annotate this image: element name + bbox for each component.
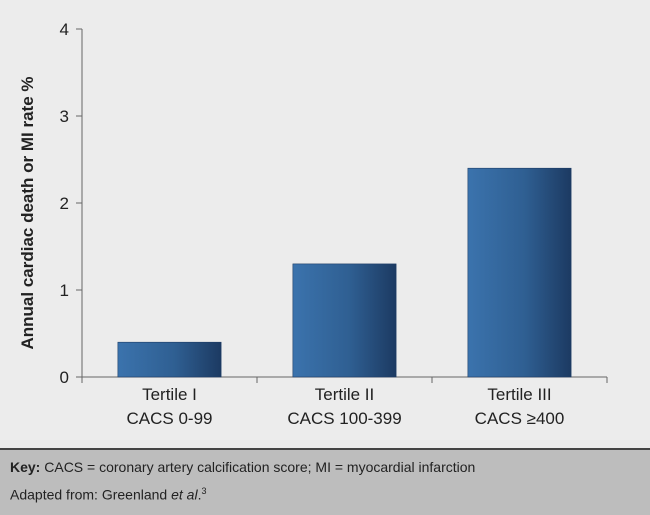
bar-chart: 0 1 2 3 4 Tertile I CACS 0-99 Tertile II CACS 10… — [18, 20, 608, 428]
bars — [117, 167, 572, 378]
bar — [467, 167, 572, 378]
y-tick-label: 3 — [60, 107, 69, 126]
y-axis-label: Annual cardiac death or MI rate % — [18, 76, 37, 349]
x-category-label: Tertile II — [315, 385, 375, 404]
y-tick-label: 0 — [60, 368, 69, 387]
x-category-label: Tertile I — [142, 385, 197, 404]
y-tick-label: 4 — [60, 20, 69, 39]
x-category-label: Tertile III — [487, 385, 551, 404]
source-line: Adapted from: Greenland et al.3 — [10, 486, 206, 503]
source-prefix: Adapted from: Greenland — [10, 486, 172, 503]
x-category-label: CACS 0-99 — [127, 409, 213, 428]
key-line: Key: CACS = coronary artery calcificatio… — [10, 459, 475, 475]
source-suffix: . — [197, 486, 202, 503]
x-category-label: CACS ≥400 — [475, 409, 565, 428]
labels: 0 1 2 3 4 Tertile I CACS 0-99 Tertile II CACS 10… — [18, 20, 564, 428]
y-tick-label: 1 — [60, 281, 69, 300]
source-italic: et al — [171, 486, 198, 503]
bar — [292, 263, 397, 378]
x-category-label: CACS 100-399 — [287, 409, 401, 428]
chart-area: 0 1 2 3 4 Tertile I CACS 0-99 Tertile II CACS 10… — [0, 0, 650, 448]
source-ref: 3 — [201, 486, 207, 496]
y-tick-label: 2 — [60, 194, 69, 213]
key-panel: Key: CACS = coronary artery calcificatio… — [0, 448, 650, 515]
bar — [117, 341, 222, 378]
key-text: CACS = coronary artery calcification sco… — [44, 459, 476, 475]
key-label: Key: — [10, 459, 41, 475]
